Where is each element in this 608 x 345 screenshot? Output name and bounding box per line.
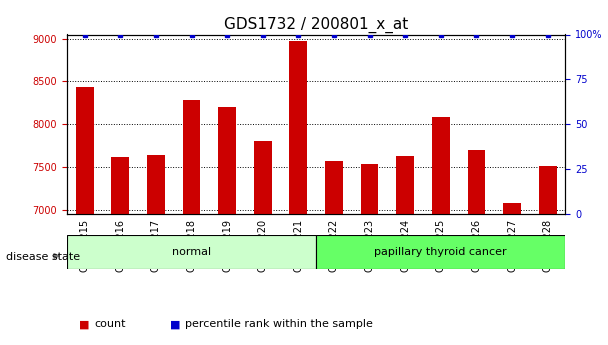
Text: count: count (94, 319, 126, 329)
Bar (468, 150, 485, 214)
Bar (361, 164, 378, 214)
Bar (111, 157, 129, 214)
Bar (539, 166, 556, 214)
Bar (218, 107, 236, 214)
Bar (254, 141, 272, 214)
Text: normal: normal (172, 247, 211, 257)
Text: ■: ■ (170, 319, 181, 329)
Text: papillary thyroid cancer: papillary thyroid cancer (375, 247, 507, 257)
Bar (396, 156, 414, 214)
Bar (67, 235, 316, 269)
Bar (182, 100, 201, 214)
Bar (325, 161, 343, 214)
Text: disease state: disease state (6, 252, 80, 262)
Bar (503, 203, 521, 214)
Title: GDS1732 / 200801_x_at: GDS1732 / 200801_x_at (224, 17, 409, 33)
Bar (316, 235, 565, 269)
Bar (147, 155, 165, 214)
Text: ■: ■ (79, 319, 89, 329)
Bar (76, 88, 94, 214)
Bar (289, 41, 307, 214)
Text: percentile rank within the sample: percentile rank within the sample (185, 319, 373, 329)
Bar (432, 117, 450, 214)
